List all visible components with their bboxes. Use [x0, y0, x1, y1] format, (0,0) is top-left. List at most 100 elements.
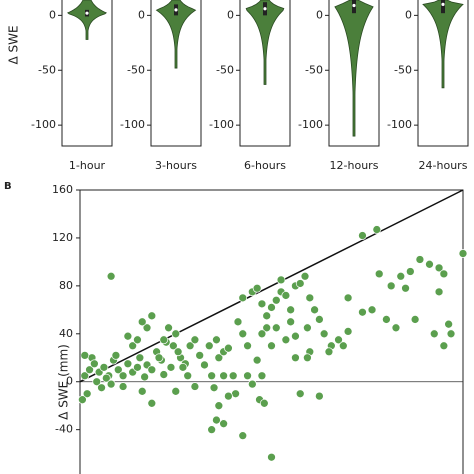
point: [324, 347, 334, 357]
y-tick-label: 0: [138, 8, 145, 21]
point: [358, 307, 367, 317]
y-tick-label: -100: [387, 118, 412, 131]
point: [405, 267, 415, 276]
point: [207, 425, 217, 435]
point: [154, 353, 164, 363]
point: [111, 351, 121, 360]
point: [113, 365, 123, 375]
point: [252, 283, 262, 293]
point: [80, 371, 90, 381]
point: [401, 283, 410, 293]
point: [147, 398, 157, 408]
point: [159, 370, 169, 379]
panel-frame: [239, 0, 291, 147]
point: [267, 452, 276, 462]
point: [133, 363, 142, 372]
point: [257, 329, 267, 339]
point: [396, 271, 406, 281]
point: [434, 263, 444, 273]
point: [439, 269, 449, 279]
y-tick-label: 120: [52, 231, 73, 244]
point: [123, 331, 133, 341]
violin-median: [174, 8, 178, 12]
point: [190, 382, 200, 391]
point: [303, 323, 312, 333]
point: [133, 335, 142, 345]
point: [295, 279, 305, 288]
point: [118, 382, 128, 391]
y-tick-label: -50: [127, 63, 145, 76]
point: [257, 299, 267, 309]
violin: [334, 0, 374, 137]
identity-line: [79, 189, 464, 383]
point: [410, 315, 420, 324]
point: [434, 287, 444, 297]
point: [224, 343, 233, 353]
point: [128, 341, 138, 351]
violin: [245, 0, 285, 85]
point: [243, 371, 252, 381]
y-tick-label: -50: [305, 63, 323, 76]
panel-frame: [150, 0, 202, 147]
point: [228, 371, 238, 381]
panel-frame: [61, 0, 113, 147]
point: [171, 386, 181, 396]
violin: [155, 0, 197, 69]
point: [267, 341, 276, 351]
y-tick-label: -50: [38, 63, 56, 76]
panel-label: B: [4, 181, 12, 192]
point: [300, 271, 310, 281]
point: [338, 341, 348, 351]
point: [106, 379, 116, 389]
panel-frame: [328, 0, 380, 147]
point: [92, 377, 102, 387]
point: [212, 335, 221, 345]
y-axis-label: Δ SWE (mm): [57, 344, 71, 420]
point: [305, 293, 315, 303]
y-tick-label: 40: [59, 327, 73, 340]
point: [281, 291, 291, 300]
point: [358, 231, 367, 240]
point: [238, 329, 248, 339]
point: [204, 341, 214, 351]
point: [382, 315, 391, 324]
point: [391, 323, 401, 333]
point: [219, 371, 228, 381]
point: [142, 323, 152, 333]
point: [291, 353, 300, 363]
point: [415, 255, 425, 264]
point: [343, 293, 353, 303]
x-tick-label: 24-hours: [419, 159, 468, 172]
point: [233, 317, 243, 327]
point: [166, 363, 176, 372]
violin-box: [441, 0, 445, 14]
point: [315, 315, 324, 324]
point: [315, 391, 324, 401]
y-tick-label: 0: [227, 8, 234, 21]
y-tick-label: 0: [66, 375, 73, 388]
y-tick-label: -100: [209, 118, 234, 131]
point: [257, 371, 267, 381]
point: [259, 398, 269, 408]
point: [171, 329, 181, 339]
point: [374, 269, 384, 279]
point: [147, 365, 157, 375]
point: [173, 347, 183, 357]
point: [286, 305, 295, 315]
point: [99, 363, 109, 372]
point: [207, 371, 217, 381]
y-tick-label: -100: [31, 118, 56, 131]
point: [200, 360, 209, 370]
point: [295, 389, 305, 399]
point: [178, 363, 188, 372]
violin-median: [352, 3, 356, 8]
x-tick-label: 3-hours: [155, 159, 197, 172]
point: [303, 353, 312, 363]
point: [219, 419, 228, 429]
point: [425, 259, 434, 269]
point: [252, 355, 262, 365]
point: [286, 317, 295, 327]
point: [271, 323, 281, 333]
point: [209, 383, 219, 393]
